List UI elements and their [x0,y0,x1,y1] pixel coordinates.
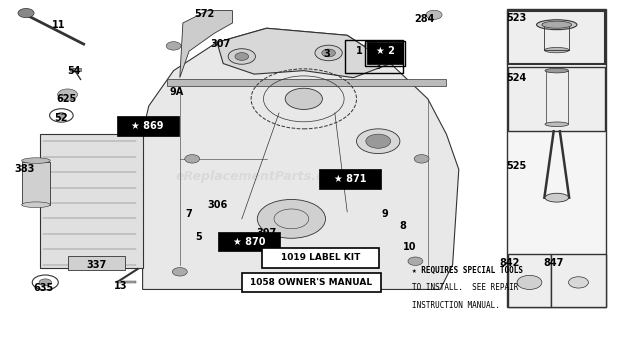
Circle shape [257,199,326,238]
Bar [507,9,606,307]
Text: eReplacementParts.com: eReplacementParts.com [175,170,345,183]
Bar [367,42,403,64]
Text: 52: 52 [54,113,68,123]
Ellipse shape [22,202,50,208]
Ellipse shape [545,193,569,202]
Ellipse shape [569,277,588,288]
Text: INSTRUCTION MANUAL.: INSTRUCTION MANUAL. [412,301,500,310]
Polygon shape [40,134,143,268]
Text: ★ REQUIRES SPECIAL TOOLS: ★ REQUIRES SPECIAL TOOLS [412,265,523,274]
Text: 7: 7 [186,209,192,219]
Text: 10: 10 [402,242,416,252]
Circle shape [414,155,429,163]
Text: 635: 635 [33,283,53,293]
Circle shape [228,49,255,64]
Bar [262,248,379,268]
Circle shape [18,8,34,18]
Circle shape [39,279,51,286]
Bar [508,67,605,131]
Polygon shape [217,28,391,78]
Circle shape [315,45,342,61]
Circle shape [408,257,423,265]
Circle shape [322,49,335,57]
Bar [508,11,605,64]
Ellipse shape [537,20,577,30]
Circle shape [517,275,542,289]
Ellipse shape [22,158,50,163]
Text: 307: 307 [210,39,230,49]
Text: ★ 871: ★ 871 [334,174,366,184]
Text: 307: 307 [257,228,277,238]
Text: 1019 LABEL KIT: 1019 LABEL KIT [281,253,360,262]
Text: 1058 OWNER'S MANUAL: 1058 OWNER'S MANUAL [250,278,373,287]
Ellipse shape [545,68,569,73]
Text: 11: 11 [52,20,66,30]
Text: 5: 5 [195,232,202,241]
Text: 572: 572 [195,9,215,19]
Text: 383: 383 [15,164,35,174]
Circle shape [185,155,200,163]
Text: 9A: 9A [170,87,184,97]
Circle shape [58,89,78,100]
Text: 3: 3 [376,61,381,71]
Text: 523: 523 [507,13,526,23]
Circle shape [166,42,181,50]
Text: 306: 306 [207,200,227,210]
Bar [319,169,381,189]
Text: 525: 525 [507,161,526,171]
Text: 524: 524 [507,73,526,83]
Text: ★ 2: ★ 2 [376,46,394,55]
Polygon shape [136,28,459,289]
Bar [117,116,179,136]
Text: 9: 9 [381,209,388,219]
Circle shape [366,134,391,148]
Text: 8: 8 [399,221,407,231]
Bar [22,162,50,205]
Bar [70,68,81,71]
Text: 847: 847 [544,258,564,268]
Bar [167,79,446,86]
Text: 13: 13 [114,281,128,291]
Text: 842: 842 [500,258,520,268]
Bar [218,232,280,251]
Ellipse shape [542,21,572,28]
Circle shape [56,113,66,118]
Text: 3: 3 [324,49,330,59]
Text: 1: 1 [356,46,363,56]
Bar [345,40,403,73]
Circle shape [356,129,400,154]
Text: 625: 625 [57,94,77,104]
Bar [68,256,125,270]
Bar [551,254,606,307]
Circle shape [235,53,249,60]
Bar [117,281,136,283]
Text: ★ 869: ★ 869 [131,121,164,131]
Text: 337: 337 [86,260,106,270]
Polygon shape [180,11,232,78]
Text: 54: 54 [68,66,81,76]
Bar [242,273,381,292]
Ellipse shape [545,122,569,126]
Text: TO INSTALL.  SEE REPAIR: TO INSTALL. SEE REPAIR [412,283,518,292]
Ellipse shape [544,48,569,53]
Bar [365,41,405,66]
Bar [508,254,551,307]
Circle shape [365,42,379,50]
Circle shape [426,10,442,19]
Circle shape [285,88,322,109]
Text: ★ 870: ★ 870 [233,237,265,247]
Text: 284: 284 [415,14,435,24]
Circle shape [172,268,187,276]
